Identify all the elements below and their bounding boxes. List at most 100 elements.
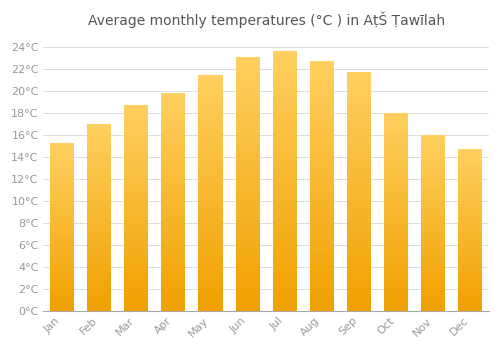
Bar [272, 248, 297, 251]
Bar [162, 293, 186, 295]
Bar [384, 309, 408, 310]
Bar [236, 222, 260, 224]
Bar [384, 134, 408, 136]
Bar [236, 87, 260, 90]
Bar [384, 162, 408, 164]
Bar [162, 213, 186, 215]
Bar [87, 183, 111, 186]
Bar [458, 241, 482, 243]
Bar [272, 147, 297, 150]
Bar [50, 237, 74, 239]
Bar [421, 249, 446, 251]
Bar [384, 127, 408, 128]
Bar [162, 147, 186, 149]
Bar [124, 121, 148, 124]
Bar [421, 231, 446, 233]
Bar [458, 304, 482, 306]
Bar [198, 148, 222, 150]
Bar [162, 132, 186, 134]
Bar [310, 104, 334, 106]
Bar [384, 233, 408, 236]
Bar [50, 227, 74, 229]
Bar [421, 207, 446, 209]
Bar [87, 305, 111, 307]
Bar [236, 306, 260, 308]
Bar [458, 307, 482, 309]
Bar [162, 143, 186, 145]
Bar [124, 265, 148, 267]
Bar [198, 235, 222, 238]
Bar [236, 161, 260, 163]
Bar [347, 258, 371, 260]
Bar [198, 87, 222, 89]
Bar [384, 261, 408, 263]
Bar [50, 277, 74, 279]
Bar [87, 189, 111, 191]
Bar [236, 283, 260, 285]
Bar [87, 210, 111, 211]
Bar [162, 269, 186, 271]
Bar [458, 160, 482, 162]
Bar [310, 216, 334, 218]
Bar [347, 160, 371, 163]
Bar [458, 178, 482, 180]
Bar [347, 284, 371, 287]
Bar [124, 162, 148, 164]
Bar [198, 153, 222, 155]
Bar [124, 109, 148, 111]
Bar [458, 202, 482, 204]
Bar [50, 306, 74, 307]
Bar [421, 261, 446, 263]
Bar [162, 224, 186, 226]
Bar [198, 289, 222, 292]
Bar [50, 194, 74, 195]
Bar [198, 226, 222, 228]
Bar [272, 95, 297, 98]
Bar [272, 300, 297, 303]
Bar [198, 134, 222, 136]
Bar [272, 274, 297, 277]
Bar [458, 155, 482, 157]
Bar [272, 303, 297, 306]
Bar [310, 128, 334, 131]
Bar [347, 184, 371, 187]
Bar [124, 218, 148, 220]
Bar [347, 294, 371, 296]
Bar [50, 197, 74, 199]
Bar [124, 298, 148, 300]
Bar [384, 178, 408, 180]
Bar [162, 110, 186, 112]
Bar [458, 306, 482, 307]
Bar [236, 217, 260, 219]
Bar [421, 154, 446, 156]
Bar [347, 225, 371, 227]
Bar [384, 180, 408, 182]
Bar [421, 198, 446, 200]
Bar [87, 158, 111, 159]
Bar [310, 293, 334, 296]
Bar [162, 245, 186, 247]
Bar [50, 157, 74, 159]
Bar [198, 202, 222, 205]
Bar [458, 149, 482, 150]
Bar [272, 259, 297, 261]
Bar [87, 241, 111, 243]
Bar [347, 148, 371, 151]
Bar [236, 90, 260, 92]
Bar [347, 139, 371, 141]
Bar [198, 240, 222, 242]
Bar [162, 271, 186, 274]
Bar [347, 203, 371, 205]
Bar [87, 299, 111, 301]
Bar [272, 298, 297, 300]
Bar [87, 159, 111, 161]
Bar [87, 277, 111, 279]
Bar [384, 273, 408, 275]
Bar [162, 204, 186, 206]
Bar [384, 263, 408, 265]
Bar [310, 273, 334, 276]
Bar [384, 243, 408, 245]
Bar [421, 300, 446, 302]
Bar [458, 180, 482, 181]
Bar [162, 287, 186, 289]
